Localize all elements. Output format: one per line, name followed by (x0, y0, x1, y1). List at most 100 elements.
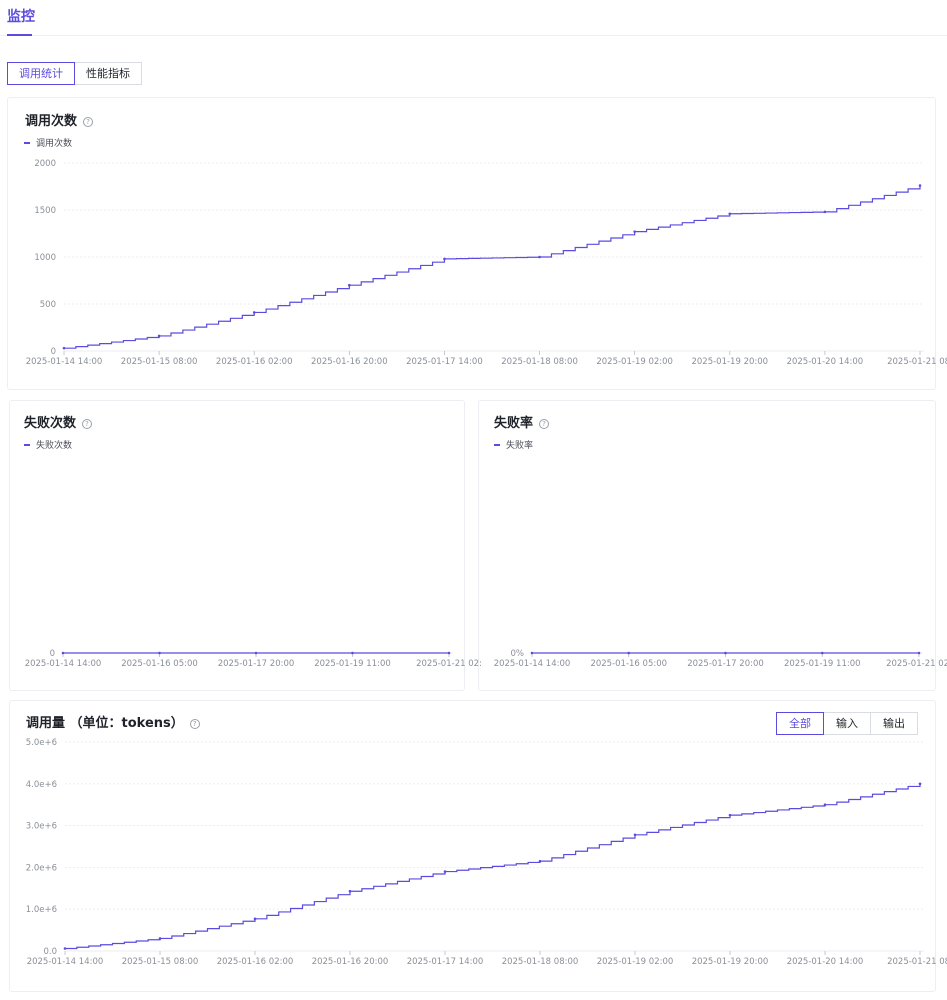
x-tick-label: 2025-01-14 14:00 (26, 357, 103, 367)
x-tick-label: 2025-01-14 14:00 (27, 957, 104, 967)
x-tick-label: 2025-01-15 08:00 (121, 357, 198, 367)
data-point (443, 870, 447, 873)
data-point (158, 937, 162, 940)
y-tick-label: 0% (511, 649, 525, 659)
failure-rate-card: 失败率? 失败率 (478, 400, 936, 691)
data-point (63, 947, 67, 950)
token-type-all-button[interactable]: 全部 (776, 712, 824, 735)
x-tick-label: 2025-01-17 20:00 (687, 659, 764, 669)
y-tick-label: 0.0 (43, 947, 57, 957)
data-point (918, 782, 922, 786)
x-tick-label: 2025-01-14 14:00 (494, 659, 571, 669)
data-point (253, 917, 257, 921)
x-tick-label: 2025-01-19 20:00 (691, 357, 768, 367)
x-tick-label: 2025-01-14 14:00 (25, 659, 102, 669)
data-point (62, 346, 66, 350)
y-tick-label: 1000 (34, 253, 56, 263)
failures-card-title: 失败次数? (24, 412, 93, 431)
failures-card: 失败次数? 失败次数 (9, 400, 465, 691)
x-tick-label: 2025-01-15 08:00 (122, 957, 199, 967)
data-point (351, 651, 354, 655)
view-tabs: 调用统计 性能指标 (7, 62, 142, 85)
calls-legend[interactable]: 调用次数 (24, 136, 72, 149)
data-point (627, 651, 631, 655)
x-tick-label: 2025-01-16 20:00 (312, 957, 389, 967)
x-tick-label: 2025-01-16 02:00 (216, 357, 293, 367)
data-point (348, 889, 352, 893)
data-point (157, 334, 161, 338)
failures-title-text: 失败次数 (24, 416, 77, 431)
help-icon[interactable]: ? (83, 117, 94, 127)
data-point (633, 230, 636, 233)
data-point (823, 803, 827, 806)
x-tick-label: 2025-01-21 02: (886, 659, 947, 669)
x-tick-label: 2025-01-21 08: (887, 357, 947, 367)
y-tick-label: 1500 (34, 206, 56, 216)
data-point (254, 651, 258, 655)
page-title[interactable]: 监控 (7, 9, 35, 25)
y-tick-label: 0 (50, 649, 55, 659)
token-type-input-button[interactable]: 输入 (824, 712, 871, 735)
y-tick-label: 2000 (34, 159, 56, 169)
data-point (820, 651, 824, 655)
x-tick-label: 2025-01-21 02: (416, 659, 482, 669)
token-type-output-button[interactable]: 输出 (871, 712, 918, 735)
x-tick-label: 2025-01-19 11:00 (314, 659, 391, 669)
data-point (823, 210, 827, 214)
help-icon[interactable]: ? (82, 419, 93, 429)
tab-call-stats[interactable]: 调用统计 (7, 62, 75, 85)
x-tick-label: 2025-01-20 14:00 (787, 357, 864, 367)
x-tick-label: 2025-01-16 05:00 (121, 659, 198, 669)
x-tick-label: 2025-01-17 20:00 (218, 659, 295, 669)
failure-rate-title-text: 失败率 (494, 416, 534, 431)
data-point (917, 651, 921, 655)
data-point (530, 651, 534, 655)
series-line (65, 783, 921, 950)
failures-legend[interactable]: 失败次数 (24, 438, 72, 451)
x-tick-label: 2025-01-19 11:00 (784, 659, 861, 669)
y-tick-label: 3.0e+6 (26, 822, 57, 832)
x-tick-label: 2025-01-17 14:00 (407, 957, 484, 967)
tokens-card-title: 调用量 （单位：tokens）? (26, 712, 200, 731)
calls-card-title: 调用次数? (25, 110, 94, 129)
tokens-chart: 5.0e+64.0e+63.0e+62.0e+61.0e+60.02025-01… (26, 738, 947, 967)
help-icon[interactable]: ? (539, 419, 550, 429)
failure-rate-card-title: 失败率? (494, 412, 550, 431)
page-header: 监控 (0, 0, 947, 36)
data-point (538, 255, 541, 259)
title-underline (7, 34, 32, 36)
legend-swatch (24, 443, 30, 446)
failure-rate-legend-label: 失败率 (506, 441, 534, 451)
x-tick-label: 2025-01-19 02:00 (597, 957, 674, 967)
x-tick-label: 2025-01-16 02:00 (217, 957, 294, 967)
data-point (252, 311, 256, 314)
y-tick-label: 500 (40, 300, 56, 310)
x-tick-label: 2025-01-18 08:00 (502, 957, 579, 967)
series-line (64, 185, 921, 349)
token-type-toggle: 全部 输入 输出 (776, 712, 918, 735)
help-icon[interactable]: ? (189, 719, 200, 729)
data-point (728, 212, 732, 216)
y-tick-label: 2.0e+6 (26, 863, 57, 873)
tab-performance[interactable]: 性能指标 (75, 62, 142, 85)
calls-title-text: 调用次数 (25, 114, 78, 129)
data-point (724, 651, 727, 655)
data-point (633, 833, 637, 837)
failure-rate-legend[interactable]: 失败率 (494, 438, 533, 451)
tokens-card: 调用量 （单位：tokens）? (9, 700, 936, 992)
data-point (348, 283, 351, 287)
x-tick-label: 2025-01-20 14:00 (787, 957, 864, 967)
data-point (918, 184, 922, 187)
failures-legend-label: 失败次数 (36, 441, 73, 451)
x-tick-label: 2025-01-17 14:00 (406, 357, 483, 367)
data-point (538, 859, 542, 863)
data-point (728, 813, 732, 817)
y-tick-label: 4.0e+6 (26, 780, 57, 790)
x-tick-label: 2025-01-21 08: (887, 957, 947, 967)
tokens-title-text: 调用量 （单位：tokens） (26, 716, 184, 731)
x-tick-label: 2025-01-16 20:00 (311, 357, 388, 367)
x-tick-label: 2025-01-18 08:00 (501, 357, 578, 367)
